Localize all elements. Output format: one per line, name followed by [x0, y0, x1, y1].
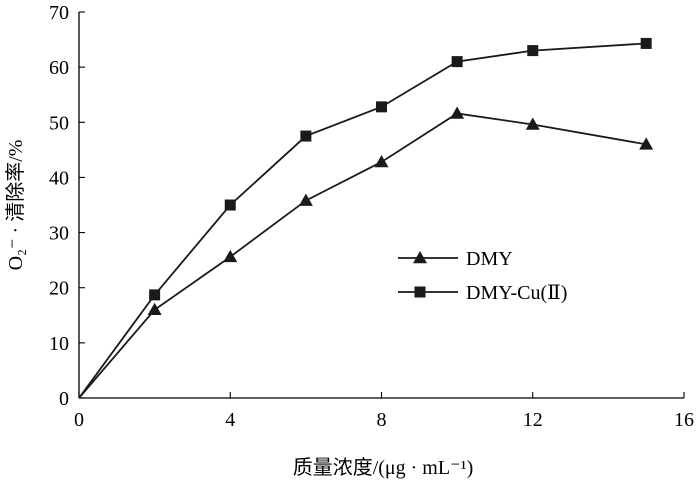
data-point-dmy — [525, 117, 540, 130]
data-point-dmy — [147, 302, 162, 316]
data-point-dmy — [298, 193, 313, 206]
data-point-dmy — [223, 249, 238, 263]
data-point-dmy — [450, 106, 465, 119]
y-tick-label: 40 — [49, 167, 69, 189]
data-point-dmy-cu — [300, 130, 312, 142]
x-tick-label: 16 — [674, 409, 694, 431]
data-point-dmy — [374, 154, 389, 168]
x-axis-title: 质量浓度/(μg · mL⁻¹) — [293, 456, 474, 479]
y-axis-title: O₂⁻ · 清除率/% — [4, 140, 27, 271]
legend-marker-dmy-cu — [414, 286, 426, 298]
x-tick-label: 4 — [225, 409, 235, 431]
y-tick-label: 10 — [49, 333, 69, 355]
y-tick-label: 50 — [49, 112, 69, 134]
y-tick-label: 20 — [49, 278, 69, 300]
y-tick-label: 60 — [49, 57, 69, 79]
legend: DMY DMY-Cu(Ⅱ) — [398, 248, 567, 304]
y-tick-label: 70 — [49, 2, 69, 24]
series-dmy-cu — [78, 37, 652, 399]
x-tick-label: 12 — [523, 409, 543, 431]
legend-label-dmy-cu: DMY-Cu(Ⅱ) — [466, 282, 567, 304]
legend-item-dmy: DMY — [398, 248, 513, 270]
series-dmy — [78, 106, 654, 399]
data-point-dmy-cu — [224, 199, 236, 211]
data-point-dmy — [639, 137, 654, 150]
data-point-dmy-cu — [149, 289, 161, 301]
series-line-dmy — [78, 112, 647, 399]
data-point-dmy-cu — [376, 101, 387, 113]
data-point-dmy-cu — [451, 56, 463, 68]
plot-area — [78, 37, 654, 399]
x-tick-label: 0 — [74, 409, 84, 431]
x-tick-label: 8 — [377, 409, 387, 431]
data-point-dmy-cu — [640, 37, 652, 49]
y-tick-label: 30 — [49, 223, 69, 245]
series-line-dmy-cu — [78, 42, 647, 399]
legend-marker-dmy — [413, 251, 427, 264]
axes: 0 10 20 30 40 50 60 70 0 4 8 12 16 — [49, 2, 694, 431]
legend-label-dmy: DMY — [466, 248, 513, 270]
y-tick-label: 0 — [59, 388, 69, 410]
data-point-dmy-cu — [527, 45, 539, 57]
legend-item-dmy-cu: DMY-Cu(Ⅱ) — [398, 282, 567, 304]
